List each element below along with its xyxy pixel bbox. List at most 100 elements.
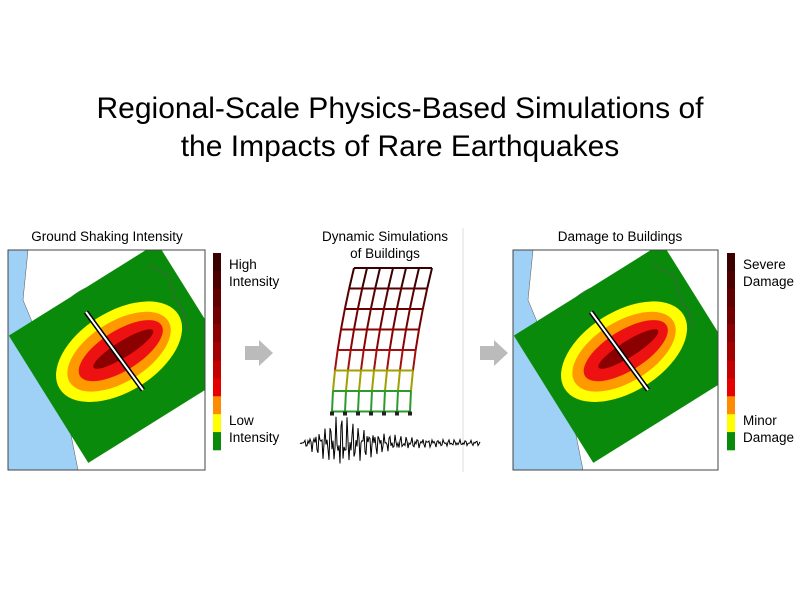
beam-col bbox=[369, 288, 377, 310]
beam-col bbox=[418, 308, 424, 330]
beam-col bbox=[343, 288, 351, 310]
beam-col bbox=[336, 329, 342, 351]
map-coast bbox=[147, 264, 189, 331]
beam-col bbox=[409, 390, 412, 412]
colorbar-segment bbox=[727, 342, 735, 361]
colorbar-segment bbox=[727, 270, 735, 290]
colorbar-segment bbox=[727, 432, 735, 451]
beam-col bbox=[372, 349, 378, 371]
beam-col bbox=[395, 288, 403, 310]
arrow bbox=[480, 340, 508, 366]
beam-col bbox=[353, 308, 359, 330]
legend-label: Damage bbox=[743, 430, 794, 445]
panel-title: Damage to Buildings bbox=[558, 229, 683, 244]
beam-col bbox=[366, 308, 372, 330]
colorbar-segment bbox=[727, 324, 735, 343]
beam-col bbox=[411, 349, 417, 371]
legend-label: Damage bbox=[743, 274, 794, 289]
map bbox=[8, 250, 205, 470]
beam-col bbox=[374, 267, 381, 289]
panel-title: of Buildings bbox=[350, 246, 420, 261]
shaking-region bbox=[8, 250, 205, 463]
support bbox=[343, 411, 347, 416]
colorbar-segment bbox=[213, 432, 221, 451]
region-darkred bbox=[93, 329, 154, 369]
beam-col bbox=[392, 308, 398, 330]
colorbar-segment bbox=[213, 396, 221, 415]
map bbox=[513, 250, 718, 470]
colorbar-segment bbox=[213, 414, 221, 433]
colorbar-segment bbox=[727, 414, 735, 433]
colorbar-segment bbox=[213, 324, 221, 343]
beam-col bbox=[349, 329, 355, 351]
beam-col bbox=[398, 349, 404, 371]
slide-title: Regional-Scale Physics-Based Simulations… bbox=[97, 92, 705, 125]
legend-label: Intensity bbox=[229, 430, 280, 445]
support bbox=[356, 411, 360, 416]
colorbar-segment bbox=[213, 342, 221, 361]
beam-col bbox=[396, 370, 401, 392]
colorbar-segment bbox=[213, 378, 221, 397]
support bbox=[330, 411, 334, 416]
beam-col bbox=[359, 349, 365, 371]
arrow bbox=[245, 340, 273, 366]
beam-col bbox=[396, 390, 399, 412]
beam-col bbox=[357, 370, 362, 392]
colorbar-segment bbox=[727, 253, 735, 272]
colorbar-segment bbox=[727, 288, 735, 308]
support bbox=[408, 411, 412, 416]
colorbar-segment bbox=[727, 360, 735, 379]
support bbox=[369, 411, 373, 416]
colorbar-segment bbox=[213, 253, 221, 272]
panel-title: Dynamic Simulations bbox=[322, 229, 448, 244]
beam-col bbox=[375, 329, 381, 351]
beam-col bbox=[383, 370, 388, 392]
beam-col bbox=[385, 349, 391, 371]
map-coast bbox=[652, 264, 694, 331]
beam-col bbox=[426, 267, 433, 289]
beam-col bbox=[383, 390, 386, 412]
region-darkred bbox=[598, 329, 659, 369]
legend-label: Severe bbox=[743, 257, 786, 272]
fault bbox=[590, 311, 649, 391]
beam-col bbox=[340, 308, 346, 330]
colorbar-segment bbox=[213, 288, 221, 308]
colorbar-segment bbox=[727, 306, 735, 325]
slide-title: the Impacts of Rare Earthquakes bbox=[181, 130, 620, 163]
map-frame bbox=[7, 249, 206, 471]
colorbar-segment bbox=[213, 306, 221, 325]
beam-col bbox=[405, 308, 411, 330]
support bbox=[382, 411, 386, 416]
fault bbox=[85, 311, 144, 391]
beam-col bbox=[344, 390, 347, 412]
beam-col bbox=[382, 288, 390, 310]
legend-label: High bbox=[229, 257, 257, 272]
beam-col bbox=[370, 390, 373, 412]
beam-col bbox=[387, 267, 394, 289]
map-frame bbox=[512, 249, 719, 471]
seismogram bbox=[299, 416, 481, 464]
beam-col bbox=[361, 267, 368, 289]
beam-col bbox=[379, 308, 385, 330]
beam-col bbox=[348, 267, 355, 289]
beam-col bbox=[408, 288, 416, 310]
colorbar-segment bbox=[213, 270, 221, 290]
beam-col bbox=[409, 370, 414, 392]
beam-col bbox=[346, 349, 352, 371]
beam-col bbox=[388, 329, 394, 351]
support bbox=[395, 411, 399, 416]
beam-col bbox=[331, 370, 336, 392]
beam-col bbox=[421, 288, 429, 310]
beam-col bbox=[356, 288, 364, 310]
shaking-region bbox=[513, 250, 718, 463]
beam-col bbox=[401, 329, 407, 351]
beam-col bbox=[362, 329, 368, 351]
beam-col bbox=[400, 267, 407, 289]
colorbar-segment bbox=[727, 378, 735, 397]
legend-label: Minor bbox=[743, 413, 777, 428]
beam-col bbox=[413, 267, 420, 289]
beam-col bbox=[344, 370, 349, 392]
beam-col bbox=[370, 370, 375, 392]
beam-col bbox=[333, 349, 339, 371]
legend-label: Intensity bbox=[229, 274, 280, 289]
